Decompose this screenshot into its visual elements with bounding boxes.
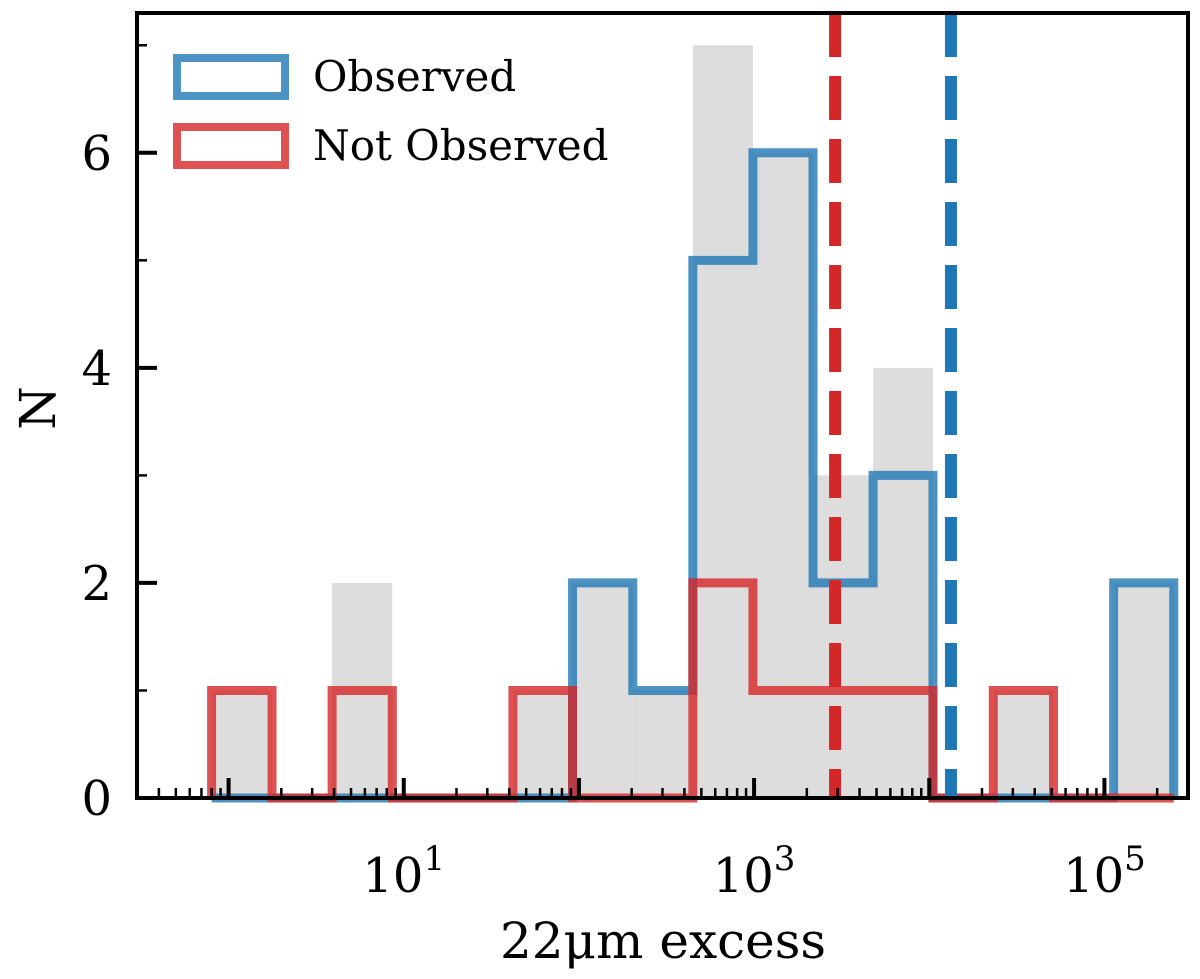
total-bar: [632, 690, 693, 798]
total-bar: [572, 582, 633, 798]
total-histogram-bars: [211, 45, 1174, 799]
y-axis-ticks: 0 2 4 6: [81, 44, 157, 827]
legend-swatch-observed: [173, 54, 289, 100]
y-tick-label: 6: [81, 126, 112, 182]
total-bar: [512, 690, 573, 798]
total-bar: [993, 690, 1054, 798]
total-bar: [752, 152, 814, 798]
legend-label-observed: Observed: [313, 52, 516, 101]
x-tick-label: 101: [362, 839, 445, 904]
legend-swatch-not-observed: [173, 123, 289, 169]
plot-frame: [135, 11, 1190, 800]
legend-label-not-observed: Not Observed: [313, 121, 609, 170]
median-dashed-lines: [829, 13, 957, 798]
x-axis-ticks: 101 103 105: [135, 778, 1190, 904]
y-tick-label: 2: [81, 556, 112, 612]
total-bar: [692, 45, 753, 799]
total-bar: [1113, 582, 1174, 798]
legend: Observed Not Observed: [173, 52, 609, 170]
x-axis-title: 22μm excess: [500, 912, 826, 970]
x-tick-label: 103: [713, 839, 796, 904]
total-bar: [211, 690, 273, 798]
total-bar: [813, 475, 874, 798]
y-axis-title: N: [9, 386, 67, 430]
y-tick-label: 4: [81, 341, 112, 397]
total-bar: [873, 367, 933, 798]
y-tick-label: 0: [81, 771, 112, 827]
x-tick-label: 105: [1063, 839, 1146, 904]
